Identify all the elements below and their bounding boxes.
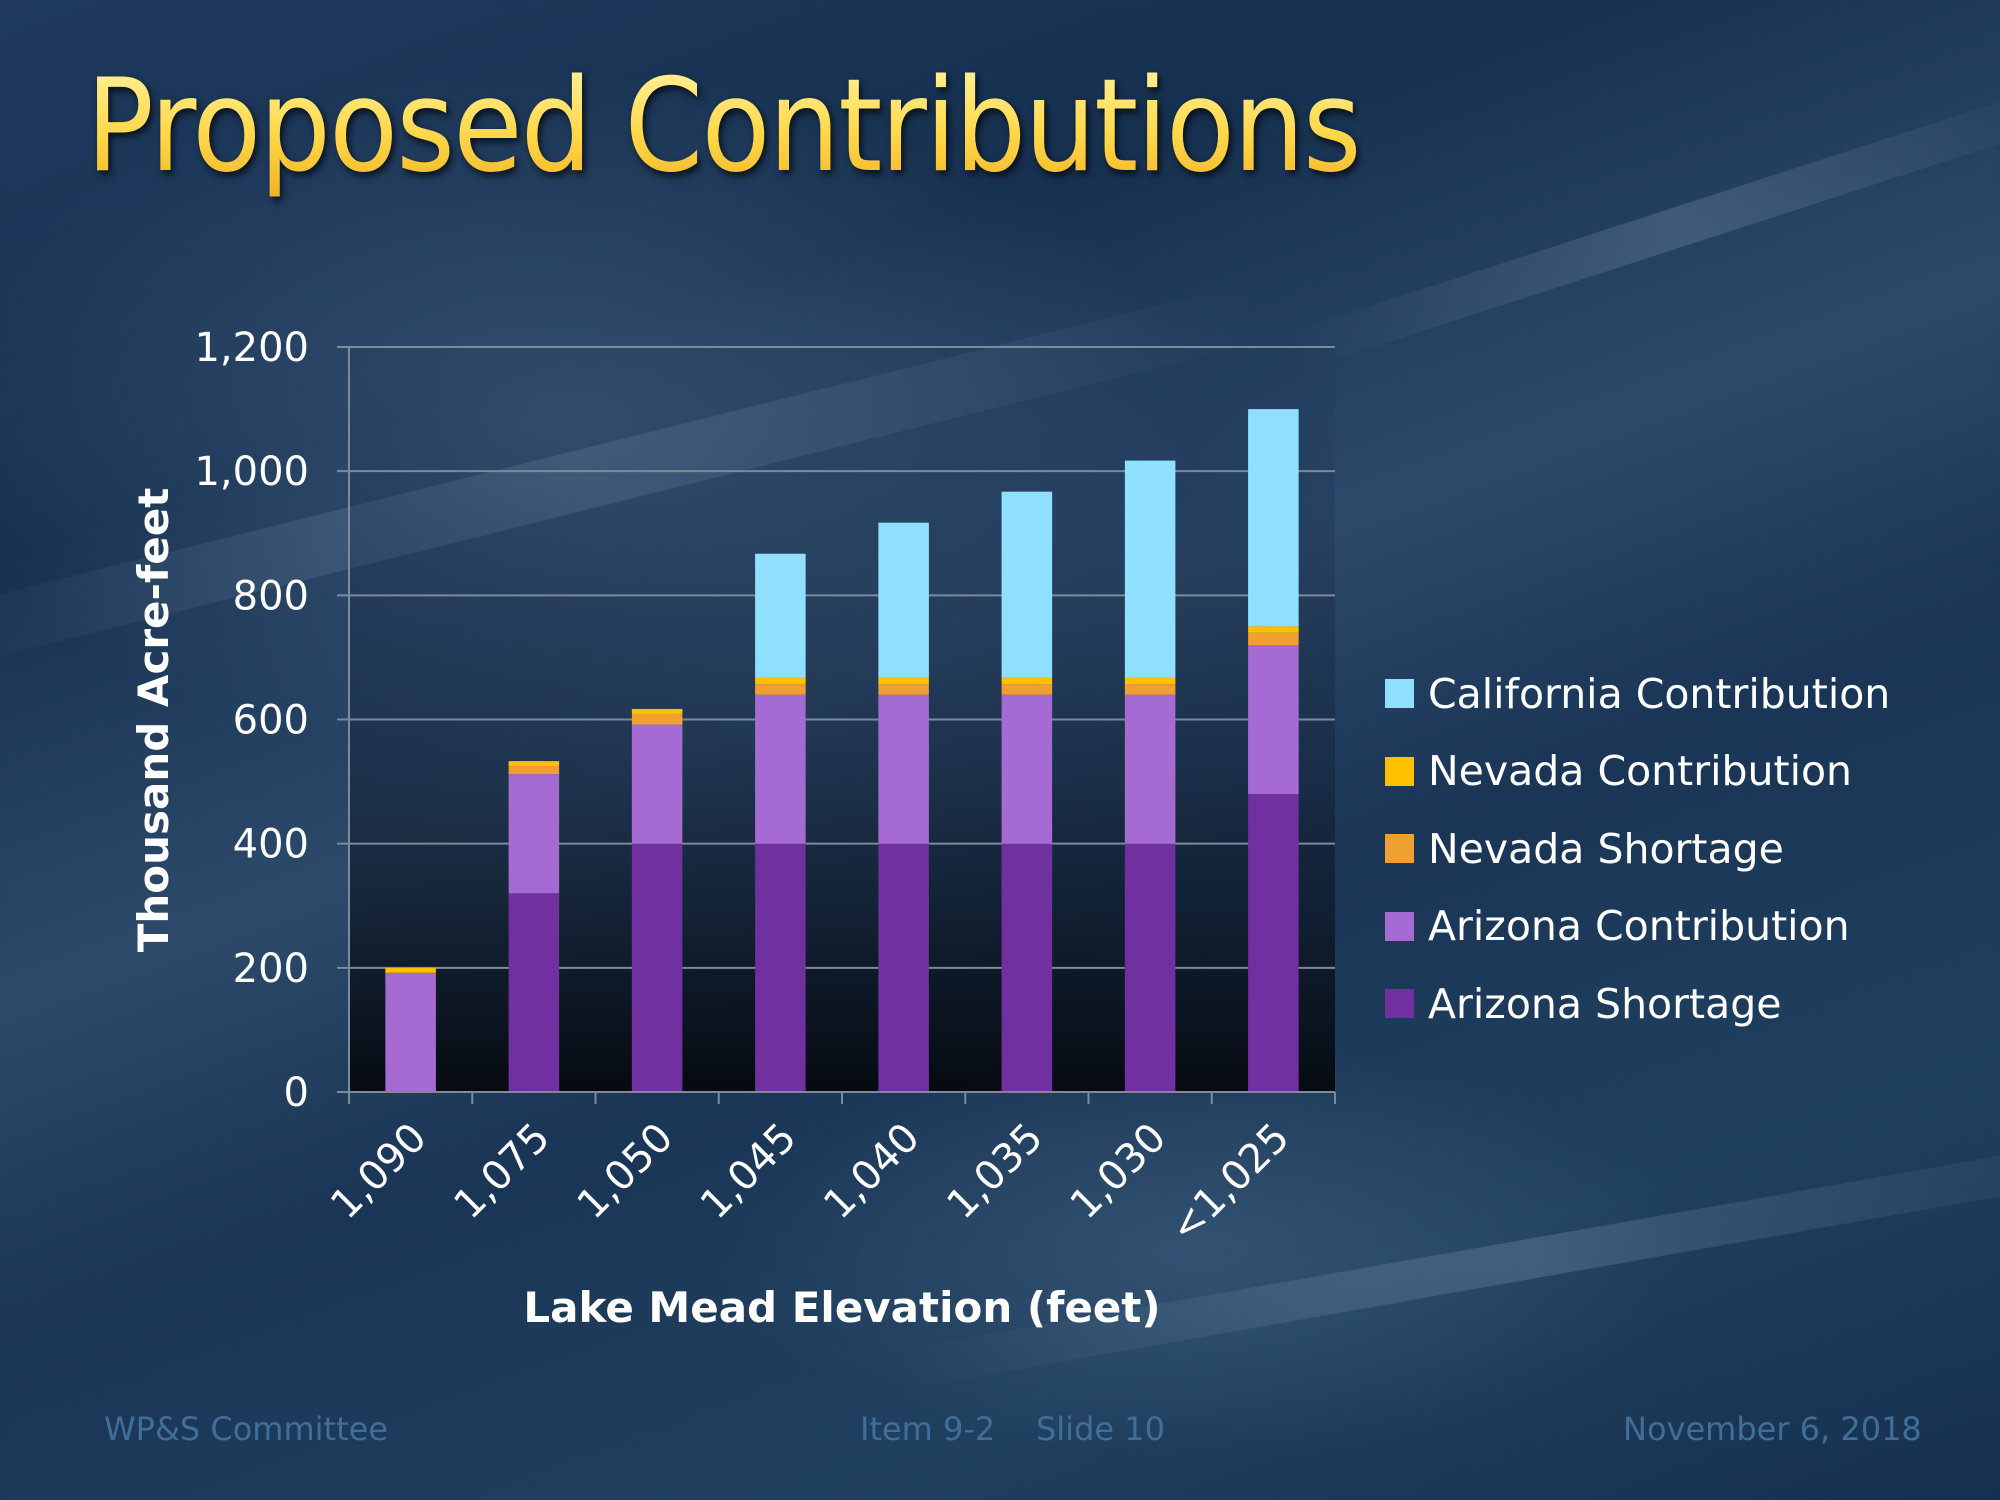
y-tick-label: 200 — [233, 946, 309, 992]
bar-segment-arizona-contribution — [1124, 694, 1176, 844]
x-tick-label: 1,040 — [815, 1115, 929, 1229]
bar-segment-california-contribution — [1001, 491, 1053, 678]
bar-segment-nevada-contribution — [631, 708, 683, 714]
legend-item: Arizona Contribution — [1385, 888, 1890, 966]
legend-item: California Contribution — [1385, 655, 1890, 733]
legend-label: California Contribution — [1428, 669, 1891, 718]
x-tick-label: 1,045 — [692, 1115, 806, 1229]
legend-label: Arizona Contribution — [1428, 902, 1850, 951]
bar-segment-nevada-contribution — [1124, 677, 1176, 685]
legend-item: Arizona Shortage — [1385, 965, 1890, 1043]
bar-segment-nevada-shortage — [631, 713, 683, 725]
bar-segment-california-contribution — [755, 553, 806, 678]
bar-segment-arizona-contribution — [385, 972, 436, 1092]
footer-date: November 6, 2018 — [1623, 1410, 1922, 1448]
bar-segment-arizona-shortage — [631, 843, 683, 1092]
bar-segment-nevada-shortage — [1124, 684, 1176, 695]
bar-segment-nevada-shortage — [1248, 632, 1299, 645]
bar-segment-arizona-contribution — [1248, 645, 1299, 794]
legend-label: Nevada Contribution — [1428, 747, 1853, 796]
bar-segment-nevada-contribution — [1001, 677, 1053, 685]
y-tick-label: 400 — [233, 822, 309, 868]
legend-label: Nevada Shortage — [1428, 824, 1784, 873]
x-axis-title: Lake Mead Elevation (feet) — [523, 1283, 1160, 1332]
legend: California Contribution Nevada Contributi… — [1385, 655, 1890, 1043]
bar-segment-arizona-shortage — [1248, 794, 1299, 1092]
bar-segment-nevada-shortage — [755, 684, 806, 695]
slide-title: Proposed Contributions — [86, 52, 1362, 201]
x-tick-label: <1,025 — [1161, 1115, 1298, 1252]
footer-slide-number: Item 9-2 Slide 10 — [860, 1410, 1165, 1448]
bar-segment-nevada-contribution — [385, 967, 436, 973]
legend-swatch — [1385, 989, 1414, 1019]
bar-segment-nevada-shortage — [878, 684, 929, 695]
legend-label: Arizona Shortage — [1428, 979, 1782, 1028]
y-axis-title: Thousand Acre-feet — [129, 488, 178, 953]
legend-item: Nevada Shortage — [1385, 810, 1890, 888]
bar-segment-nevada-contribution — [755, 677, 806, 685]
y-tick-label: 0 — [284, 1070, 309, 1116]
y-tick-label: 800 — [233, 573, 309, 619]
bar-segment-arizona-contribution — [508, 774, 560, 894]
bar-segment-arizona-contribution — [631, 724, 683, 844]
bar-segment-california-contribution — [1248, 409, 1299, 627]
bar-segment-california-contribution — [1124, 460, 1176, 678]
legend-swatch — [1385, 679, 1414, 709]
bar-segment-nevada-contribution — [1248, 626, 1299, 633]
legend-swatch — [1385, 834, 1414, 864]
x-tick-label: 1,050 — [569, 1115, 683, 1229]
bar-segment-arizona-shortage — [878, 843, 929, 1092]
bar-segment-nevada-contribution — [878, 677, 929, 685]
legend-swatch — [1385, 911, 1414, 941]
bar-segment-arizona-shortage — [755, 843, 806, 1092]
bar-segment-california-contribution — [878, 522, 929, 678]
legend-item: Nevada Contribution — [1385, 733, 1890, 811]
footer-committee: WP&S Committee — [104, 1410, 388, 1448]
y-tick-label: 600 — [233, 698, 309, 744]
bar-segment-arizona-contribution — [755, 694, 806, 844]
bar-segment-arizona-shortage — [1001, 843, 1053, 1092]
y-tick-label: 1,000 — [194, 449, 309, 495]
bar-segment-arizona-contribution — [878, 694, 929, 844]
x-tick-label: 1,035 — [938, 1115, 1052, 1229]
bar-segment-arizona-shortage — [508, 893, 560, 1092]
x-tick-label: 1,090 — [322, 1115, 436, 1229]
bar-segment-arizona-shortage — [1124, 843, 1176, 1092]
x-tick-label: 1,030 — [1062, 1115, 1176, 1229]
bar-segment-nevada-shortage — [1001, 684, 1053, 695]
y-tick-label: 1,200 — [194, 325, 309, 371]
x-tick-label: 1,075 — [445, 1115, 559, 1229]
bar-segment-arizona-contribution — [1001, 694, 1053, 844]
legend-swatch — [1385, 756, 1414, 786]
bar-segment-nevada-shortage — [508, 766, 560, 775]
bar-segment-nevada-contribution — [508, 761, 560, 767]
